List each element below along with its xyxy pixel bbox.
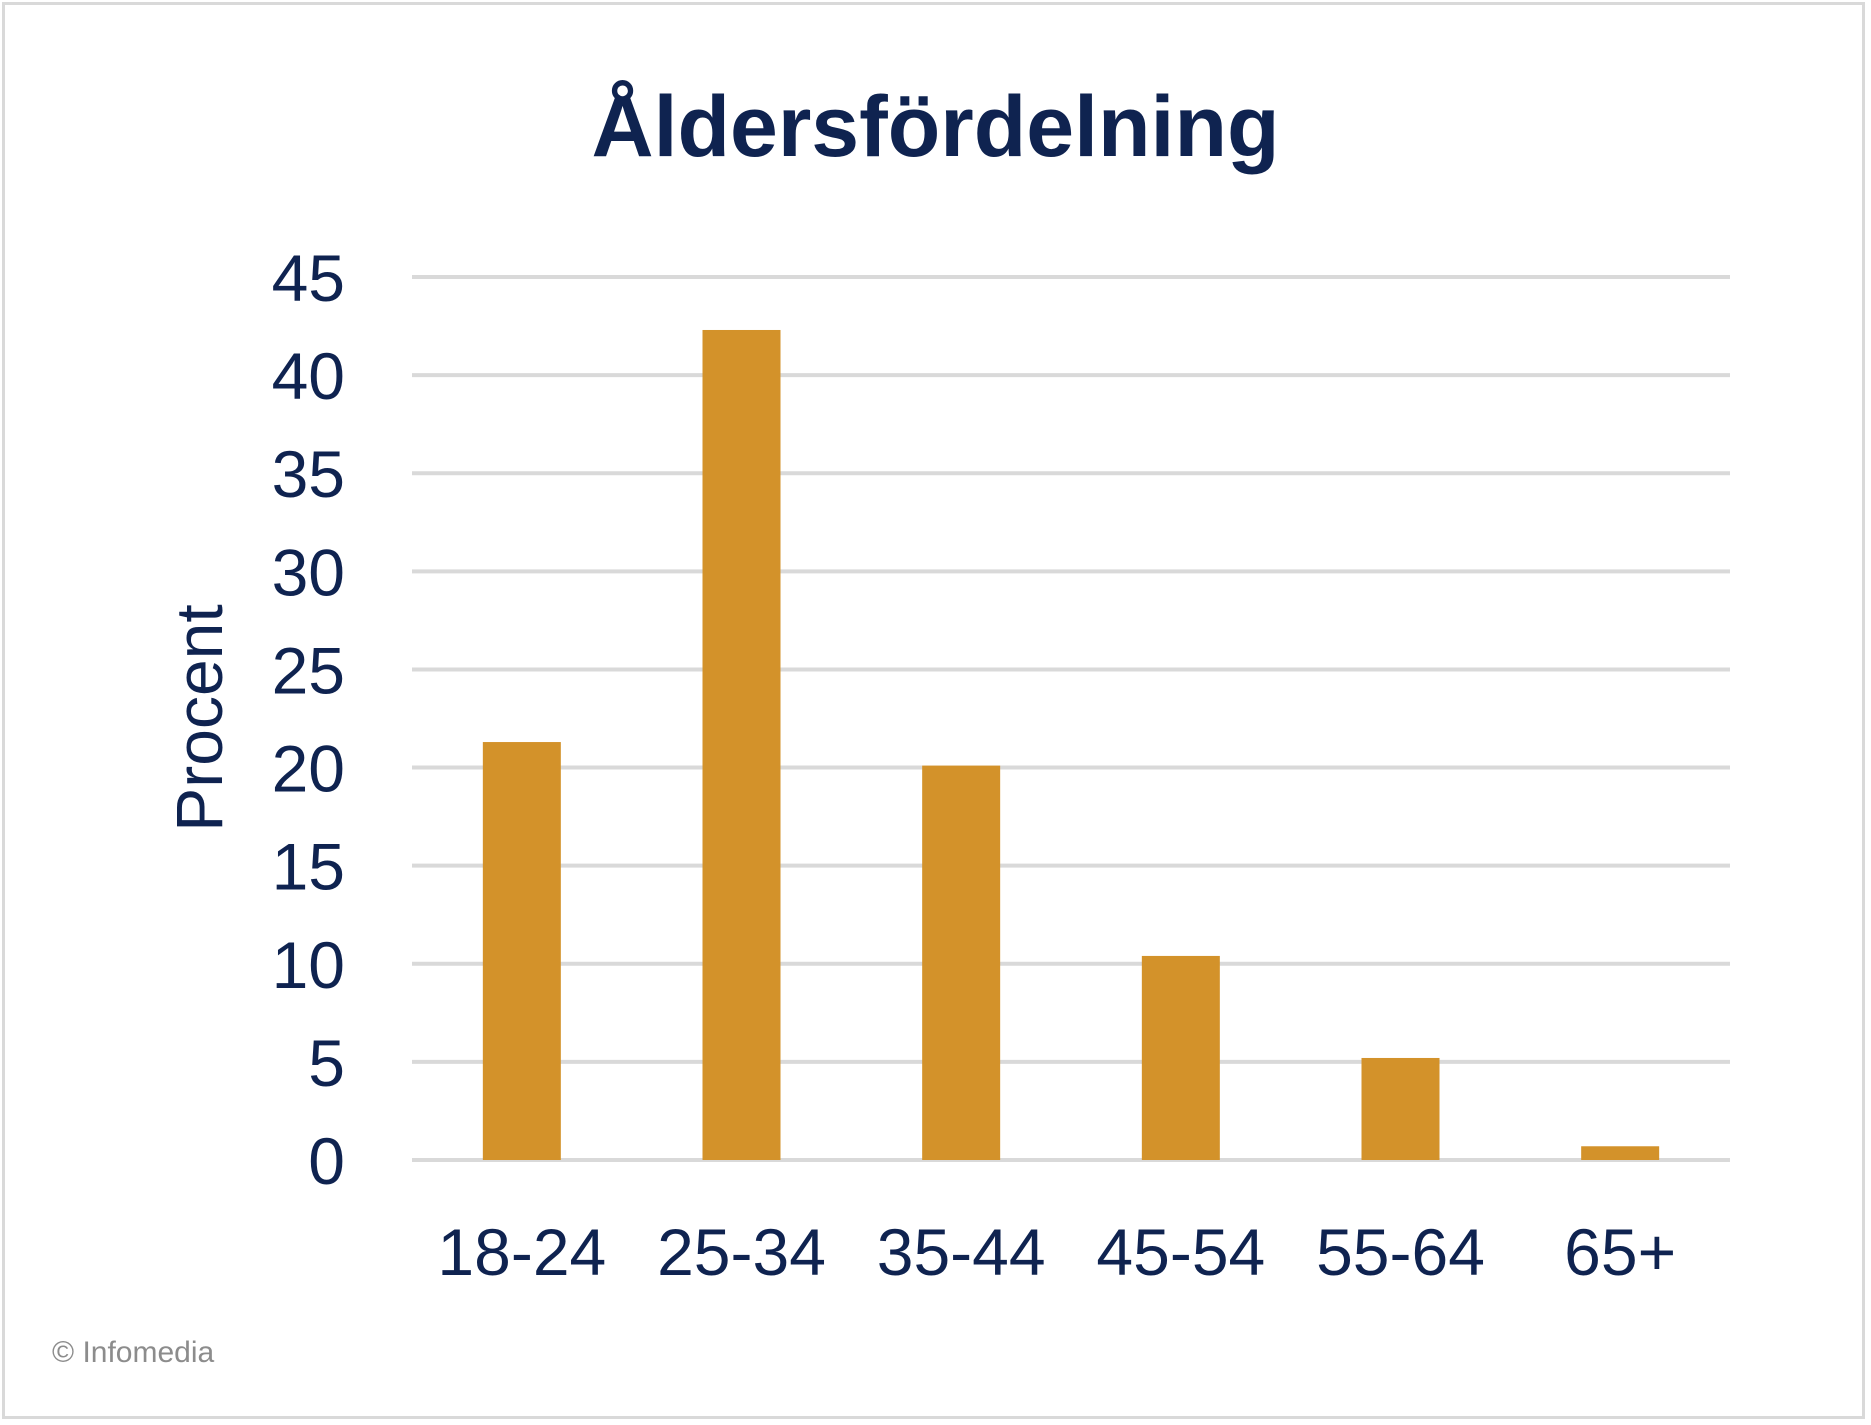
x-tick-label: 65+	[1564, 1215, 1676, 1289]
y-tick-label: 20	[272, 732, 345, 806]
y-tick-label: 45	[272, 241, 345, 315]
x-tick-label: 35-44	[877, 1215, 1046, 1289]
bar-25-34	[702, 329, 781, 1161]
y-tick-label: 15	[272, 830, 345, 904]
copyright-notice: © Infomedia	[52, 1336, 215, 1369]
x-tick-label: 55-64	[1316, 1215, 1485, 1289]
x-tick-label: 45-54	[1096, 1215, 1265, 1289]
bars	[482, 329, 1660, 1161]
bar-35-44	[922, 765, 1001, 1160]
x-tick-label: 25-34	[657, 1215, 826, 1289]
y-tick-label: 25	[272, 633, 345, 707]
y-tick-label: 0	[308, 1124, 345, 1198]
x-axis-ticks: 18-24 25-34 35-44 45-54 55-64 65+	[437, 1215, 1676, 1289]
y-tick-label: 35	[272, 437, 345, 511]
chart-title: Åldersfördelning	[591, 79, 1280, 175]
y-axis-label: Procent	[162, 604, 236, 831]
bar-65+	[1581, 1146, 1660, 1160]
bar-18-24	[482, 742, 561, 1160]
x-tick-label: 18-24	[437, 1215, 606, 1289]
y-tick-label: 30	[272, 535, 345, 609]
y-tick-label: 10	[272, 928, 345, 1002]
gridlines	[412, 275, 1730, 1162]
y-tick-label: 40	[272, 339, 345, 413]
bar-55-64	[1361, 1057, 1440, 1160]
y-axis-ticks: 0 5 10 15 20 25 30 35 40 45	[272, 241, 345, 1198]
bar-45-54	[1141, 955, 1220, 1160]
y-tick-label: 5	[308, 1026, 345, 1100]
